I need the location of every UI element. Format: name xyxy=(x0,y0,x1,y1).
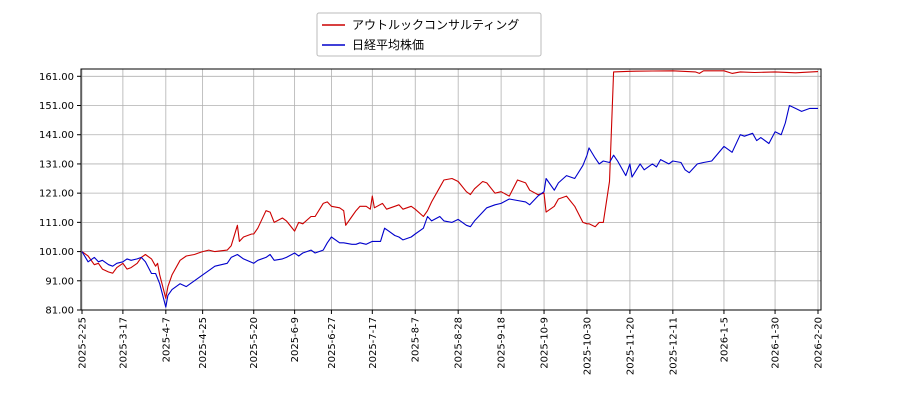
y-tick-label: 101.00 xyxy=(39,247,74,258)
y-tick-label: 141.00 xyxy=(39,130,74,141)
x-tick-label: 2026-1-5 xyxy=(719,317,730,362)
x-tick-label: 2025-11-20 xyxy=(625,317,636,375)
x-tick-label: 2025-2-25 xyxy=(78,317,89,369)
y-tick-label: 161.00 xyxy=(39,72,74,83)
grid xyxy=(81,69,821,311)
legend: アウトルックコンサルティング 日経平均株価 xyxy=(316,12,542,57)
legend-label-series-0: アウトルックコンサルティング xyxy=(352,18,519,32)
x-tick-label: 2025-8-28 xyxy=(454,317,465,369)
x-tick-label: 2025-10-9 xyxy=(540,317,551,369)
x-tick-label: 2025-8-7 xyxy=(411,317,422,362)
y-tick-label: 81.00 xyxy=(45,306,74,317)
x-tick-label: 2025-6-27 xyxy=(327,317,338,369)
x-tick-label: 2025-9-18 xyxy=(497,317,508,369)
series-line-1 xyxy=(81,104,818,308)
y-tick-label: 151.00 xyxy=(39,101,74,112)
y-tick-label: 111.00 xyxy=(39,218,74,229)
legend-box xyxy=(316,12,542,57)
y-tick-label: 131.00 xyxy=(39,159,74,170)
x-tick-label: 2025-10-30 xyxy=(582,317,593,375)
y-tick-label: 121.00 xyxy=(39,189,74,200)
x-tick-label: 2025-6-9 xyxy=(290,317,301,362)
x-tick-label: 2025-4-25 xyxy=(198,317,209,369)
legend-label-series-1: 日経平均株価 xyxy=(352,37,424,52)
x-tick-label: 2025-4-7 xyxy=(161,317,172,362)
x-tick-label: 2026-1-30 xyxy=(771,317,782,369)
series-layer xyxy=(81,70,819,308)
x-tick-label: 2026-2-20 xyxy=(814,317,825,369)
x-tick-label: 2025-3-17 xyxy=(118,317,129,369)
x-tick-label: 2025-5-20 xyxy=(249,317,260,369)
y-axis: 81.00 91.00 101.00 111.00 121.00 131.00 141.00… xyxy=(39,72,81,317)
x-tick-label: 2025-12-11 xyxy=(668,317,679,375)
y-tick-label: 91.00 xyxy=(45,276,74,287)
x-axis: 2025-2-25 2025-3-17 2025-4-7 2025-4-25 2025-… xyxy=(78,310,825,375)
x-tick-label: 2025-7-17 xyxy=(368,317,379,369)
series-line-0 xyxy=(81,70,819,299)
plot-frame xyxy=(80,68,822,311)
